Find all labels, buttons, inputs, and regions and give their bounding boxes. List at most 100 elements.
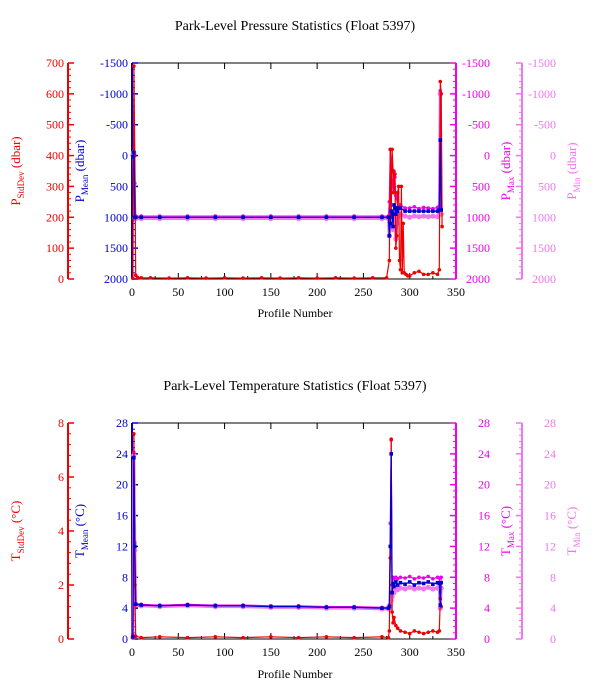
pressure-mean-tick-label: -1000 [100, 87, 128, 101]
pressure-min-tick-label: 500 [538, 179, 556, 193]
temperature-mean-point [185, 603, 190, 607]
temperature-mean-series-line [132, 453, 442, 637]
pressure-min-tick-label: -500 [534, 118, 556, 132]
temperature-statistics-chart: Park-Level Temperature Statistics (Float… [8, 379, 582, 681]
temperature-stddev-axis-label-main: T [8, 553, 23, 561]
temperature-stddev-point [437, 629, 442, 633]
temperature-mean-point [431, 582, 435, 587]
temperature-max-axis-label: TMax (°C) [498, 506, 516, 556]
pressure-x-tick-label: 200 [308, 285, 326, 299]
temperature-stddev-point [391, 621, 395, 625]
temperature-mean-point [407, 580, 412, 584]
pressure-max-point [426, 206, 431, 210]
pressure-mean-tick-label: -1500 [100, 56, 128, 70]
pressure-mean-point [213, 215, 218, 220]
temperature-max-point [431, 577, 435, 581]
temperature-min-point [407, 584, 413, 590]
pressure-min-tick-label: -1500 [528, 56, 556, 70]
temperature-max-axis-label-main: T [498, 548, 513, 556]
temperature-mean-axis-label-main: T [72, 550, 87, 558]
pressure-stddev-point [278, 276, 282, 280]
pressure-max-point [407, 206, 412, 210]
temperature-max-tick-label: 16 [478, 509, 490, 523]
temperature-stddev-point [157, 635, 162, 639]
pressure-mean-axis-label-unit: (dbar) [72, 140, 87, 175]
temperature-stddev-point [241, 635, 245, 640]
temperature-mean-tick-label: 20 [116, 478, 128, 492]
temperature-x-tick-label: 150 [262, 645, 280, 659]
pressure-stddev-point [204, 276, 208, 280]
pressure-mean-point [352, 215, 356, 220]
temperature-stddev-tick-label: 6 [58, 470, 64, 484]
pressure-x-tick-label: 300 [401, 285, 419, 299]
temperature-stddev-point [431, 629, 435, 633]
temperature-mean-tick-label: 28 [116, 416, 128, 430]
pressure-mean-point [412, 209, 417, 213]
pressure-min-point [407, 214, 413, 220]
pressure-min-point [411, 213, 417, 219]
temperature-min-axis-label-sub: Min [572, 532, 582, 548]
pressure-max-tick-label: 500 [472, 179, 490, 193]
pressure-mean-point [389, 209, 393, 213]
pressure-min-point [421, 213, 427, 219]
pressure-mean-point [386, 215, 391, 220]
temperature-mean-point [139, 603, 144, 607]
pressure-min-tick-label: -1000 [528, 87, 556, 101]
temperature-max-tick-label: 8 [484, 570, 490, 584]
pressure-mean-point [387, 234, 392, 238]
temperature-mean-point [394, 580, 398, 584]
temperature-mean-point [392, 584, 396, 589]
temperature-mean-point [324, 605, 329, 610]
temperature-mean-point [389, 452, 393, 456]
pressure-mean-point [185, 215, 190, 220]
temperature-stddev-point [398, 629, 403, 633]
temperature-mean-point [390, 590, 394, 595]
pressure-mean-tick-label: 1000 [104, 210, 128, 224]
temperature-max-tick-label: 28 [478, 416, 490, 430]
temperature-mean-point [398, 580, 403, 585]
pressure-mean-point [324, 215, 329, 220]
temperature-mean-point [157, 604, 162, 608]
temperature-mean-axis-label-unit: (°C) [72, 504, 87, 530]
pressure-stddev-point [185, 275, 190, 280]
pressure-x-tick-label: 250 [354, 285, 372, 299]
temperature-stddev-point [352, 635, 356, 640]
pressure-mean-point [437, 208, 442, 212]
temperature-min-tick-label: 4 [550, 601, 556, 615]
temperature-max-point [417, 575, 421, 580]
pressure-mean-point [394, 206, 399, 210]
pressure-stddev-point [222, 275, 227, 280]
temperature-mean-axis-label: TMean (°C) [72, 504, 90, 558]
pressure-min-point [402, 213, 408, 219]
pressure-stddev-point [399, 184, 404, 189]
pressure-stddev-point [132, 64, 136, 68]
pressure-stddev-point [131, 276, 135, 281]
temperature-chart-title: Park-Level Temperature Statistics (Float… [163, 379, 426, 394]
temperature-stddev-point [421, 631, 426, 636]
temperature-max-tick-label: 4 [484, 601, 490, 615]
pressure-x-tick-label: 350 [447, 285, 465, 299]
temperature-max-tick-label: 20 [478, 478, 490, 492]
pressure-min-tick-label: 1500 [532, 241, 556, 255]
pressure-stddev-axis-label-sub: StdDev [16, 171, 26, 199]
pressure-mean-point [438, 138, 443, 142]
pressure-stddev-tick-label: 100 [46, 241, 64, 255]
temperature-min-tick-label: 20 [544, 478, 556, 492]
temperature-max-point [395, 577, 400, 581]
temperature-mean-axis-label-sub: Mean [80, 529, 90, 550]
pressure-stddev-point [397, 258, 402, 263]
pressure-mean-tick-label: -500 [106, 118, 128, 132]
pressure-mean-point [157, 215, 162, 220]
pressure-mean-point [139, 215, 144, 220]
pressure-x-tick-label: 0 [129, 285, 135, 299]
temperature-stddev-point [386, 635, 391, 640]
temperature-min-tick-label: 0 [550, 632, 556, 646]
temperature-max-point [403, 576, 407, 580]
pressure-x-tick-label: 100 [216, 285, 234, 299]
pressure-mean-point [380, 215, 384, 220]
temperature-min-tick-label: 12 [544, 539, 556, 553]
pressure-stddev-point [396, 184, 401, 189]
temperature-mean-tick-label: 16 [116, 509, 128, 523]
temperature-min-tick-label: 8 [550, 570, 556, 584]
pressure-stddev-point [333, 275, 338, 280]
